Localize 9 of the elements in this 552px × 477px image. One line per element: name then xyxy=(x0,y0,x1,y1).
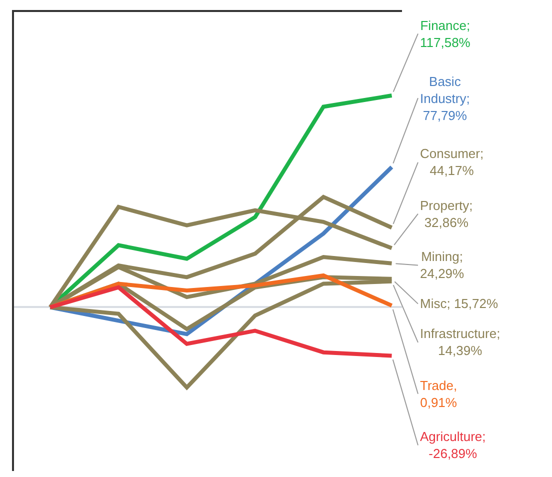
text: Misc; 15,72% xyxy=(420,296,498,311)
text: Infrastructure; 14,39% xyxy=(420,326,500,358)
text: Agriculture; -26,89% xyxy=(420,429,486,461)
text: Property; 32,86% xyxy=(420,198,473,230)
text: Basic Industry; 77,79% xyxy=(420,74,470,123)
text: Trade, 0,91% xyxy=(420,378,458,410)
text: Consumer; 44,17% xyxy=(420,146,484,178)
text: Mining; 24,29% xyxy=(420,249,465,281)
text: Finance; 117,58% xyxy=(420,18,471,50)
